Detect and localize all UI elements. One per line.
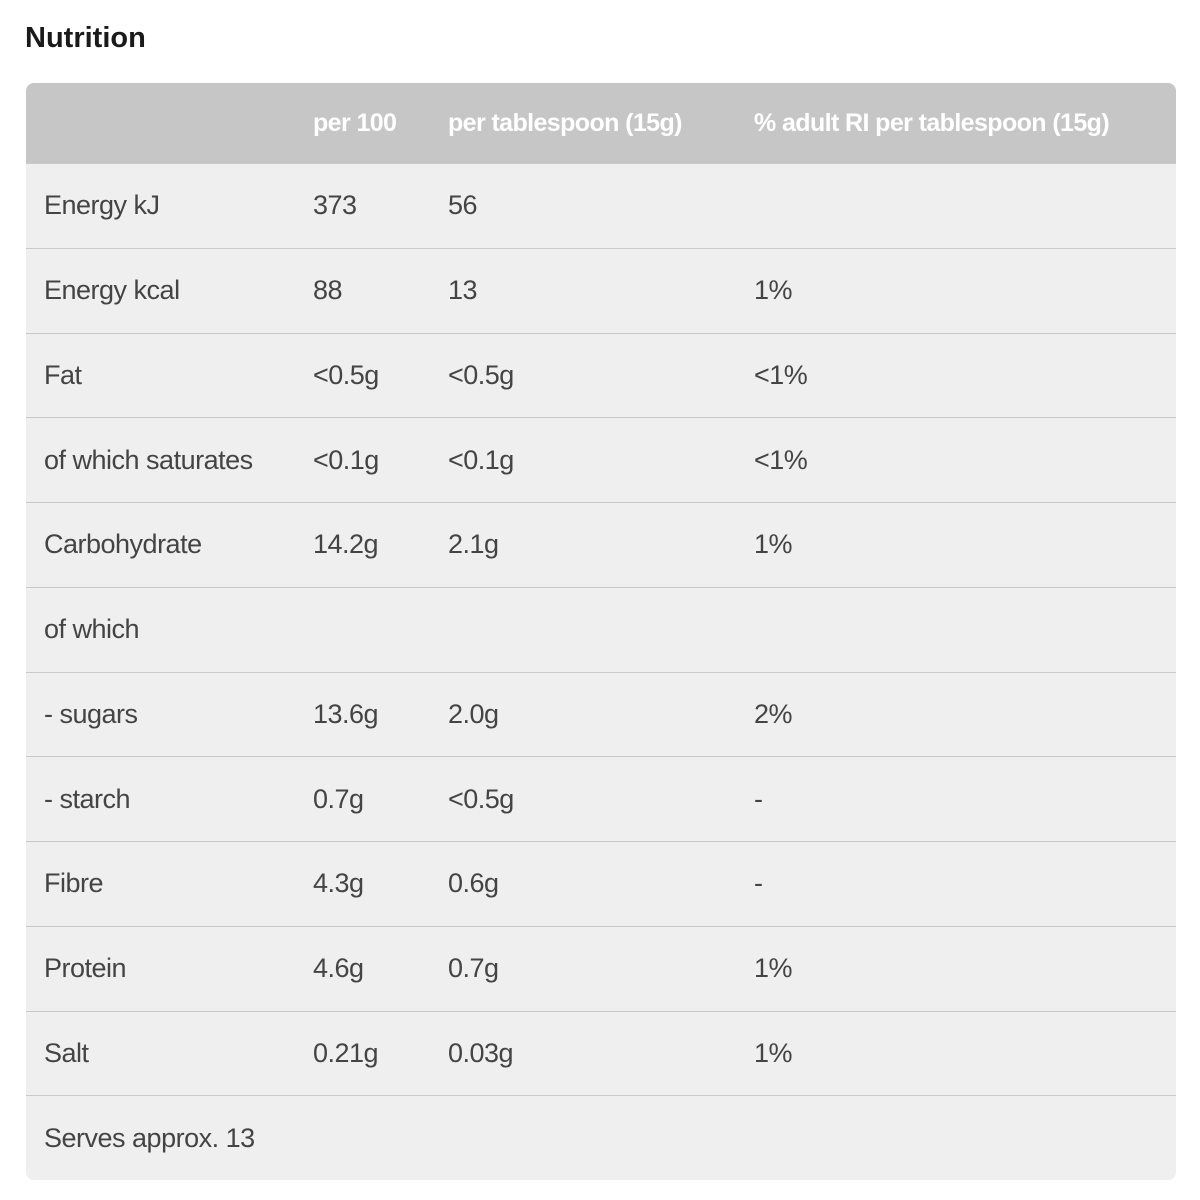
cell-value: <0.1g [313,444,379,475]
cell-value: 4.6g [313,953,364,984]
section-title: Nutrition [25,22,146,54]
row-label: Fat [44,359,82,390]
cell-value: <1% [754,444,808,475]
cell-value: - [754,868,763,899]
cell-value: - [754,783,763,814]
table-row: Serves approx. 13 [26,1095,1176,1180]
table-row: of which [26,586,1176,672]
row-label: Fibre [44,868,104,899]
cell-value: 0.6g [448,868,499,899]
cell-value: <0.5g [448,783,514,814]
row-label: Protein [44,953,127,984]
table-row: Energy kJ 373 56 [26,163,1176,248]
column-header: % adult RI per tablespoon (15g) [754,108,1110,137]
cell-value: 373 [313,190,357,221]
cell-value: 13.6g [313,698,379,729]
table-row: - starch 0.7g <0.5g - [26,756,1176,841]
cell-value: 4.3g [313,868,364,899]
row-label: - sugars [44,698,138,729]
table-row: Salt 0.21g 0.03g 1% [26,1010,1176,1096]
nutrition-table: per 100 per tablespoon (15g) % adult RI pe… [26,83,1176,1180]
column-header: per tablespoon (15g) [448,108,682,137]
cell-value: 0.7g [448,953,499,984]
cell-value: 1% [754,1037,793,1068]
table-row: of which saturates <0.1g <0.1g <1% [26,417,1176,502]
cell-value: 88 [313,275,343,306]
table-row: Fibre 4.3g 0.6g - [26,841,1176,926]
cell-value: 56 [448,190,478,221]
table-row: Protein 4.6g 0.7g 1% [26,925,1176,1011]
row-label: Energy kcal [44,275,180,306]
cell-value: 0.21g [313,1037,379,1068]
row-label: Carbohydrate [44,529,202,560]
row-label: - starch [44,783,131,814]
cell-value: 2% [754,698,793,729]
cell-value: 1% [754,529,793,560]
row-label: of which saturates [44,444,253,475]
cell-value: 0.7g [313,783,364,814]
cell-value: 14.2g [313,529,379,560]
table-row: Fat <0.5g <0.5g <1% [26,332,1176,418]
table-row: Carbohydrate 14.2g 2.1g 1% [26,502,1176,587]
cell-value: 2.0g [448,698,499,729]
table-header: per 100 per tablespoon (15g) % adult RI pe… [26,83,1176,163]
cell-value: <0.5g [448,359,514,390]
column-header: per 100 [313,108,397,137]
row-label: Serves approx. 13 [44,1122,255,1153]
table-row: - sugars 13.6g 2.0g 2% [26,671,1176,757]
row-label: Salt [44,1037,89,1068]
cell-value: 1% [754,953,793,984]
cell-value: 1% [754,275,793,306]
cell-value: 2.1g [448,529,499,560]
row-label: of which [44,614,140,645]
cell-value: 0.03g [448,1037,514,1068]
table-row: Energy kcal 88 13 1% [26,247,1176,333]
row-label: Energy kJ [44,190,160,221]
cell-value: <0.1g [448,444,514,475]
cell-value: <0.5g [313,359,379,390]
cell-value: <1% [754,359,808,390]
cell-value: 13 [448,275,478,306]
